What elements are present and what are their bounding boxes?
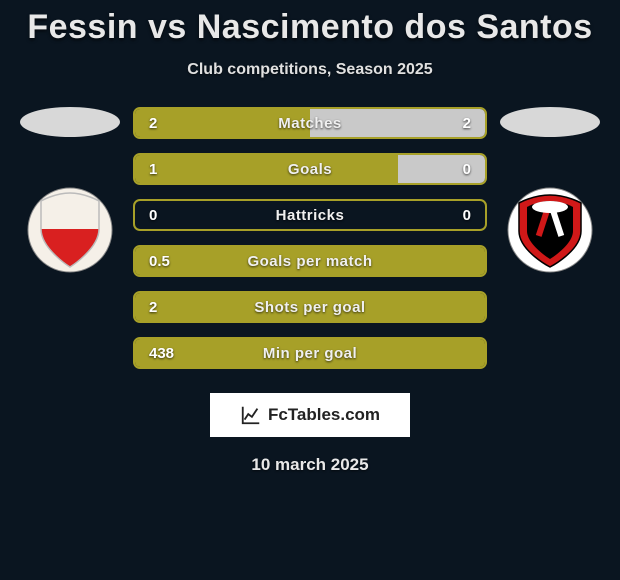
date-text: 10 march 2025 [0,455,620,475]
stat-value-left: 2 [149,115,209,132]
right-player-ellipse [500,107,600,137]
brand-badge[interactable]: FcTables.com [210,393,410,437]
stat-label: Goals per match [209,253,411,270]
left-player-ellipse [20,107,120,137]
right-team-badge [507,187,593,273]
stat-row: 438Min per goal [133,337,487,369]
stat-label: Hattricks [209,207,411,224]
brand-text: FcTables.com [268,405,380,425]
stat-value-left: 2 [149,299,209,316]
right-team-col [495,107,605,273]
stat-value-right: 0 [411,207,471,224]
page-title: Fessin vs Nascimento dos Santos [0,0,620,47]
subtitle: Club competitions, Season 2025 [0,61,620,79]
stat-label: Shots per goal [209,299,411,316]
stat-value-right: 2 [411,115,471,132]
chart-icon [240,404,262,426]
stat-row: 0.5Goals per match [133,245,487,277]
stat-row: 0Hattricks0 [133,199,487,231]
stat-row: 1Goals0 [133,153,487,185]
stat-row: 2Matches2 [133,107,487,139]
stat-label: Matches [209,115,411,132]
comparison-container: 2Matches21Goals00Hattricks00.5Goals per … [0,107,620,383]
stat-value-left: 438 [149,345,209,362]
stat-value-left: 1 [149,161,209,178]
stat-row: 2Shots per goal [133,291,487,323]
left-team-col [15,107,125,273]
left-team-badge [27,187,113,273]
stat-value-left: 0.5 [149,253,209,270]
stat-value-left: 0 [149,207,209,224]
stats-bars: 2Matches21Goals00Hattricks00.5Goals per … [125,107,495,383]
stat-value-right: 0 [411,161,471,178]
stat-label: Goals [209,161,411,178]
stat-label: Min per goal [209,345,411,362]
